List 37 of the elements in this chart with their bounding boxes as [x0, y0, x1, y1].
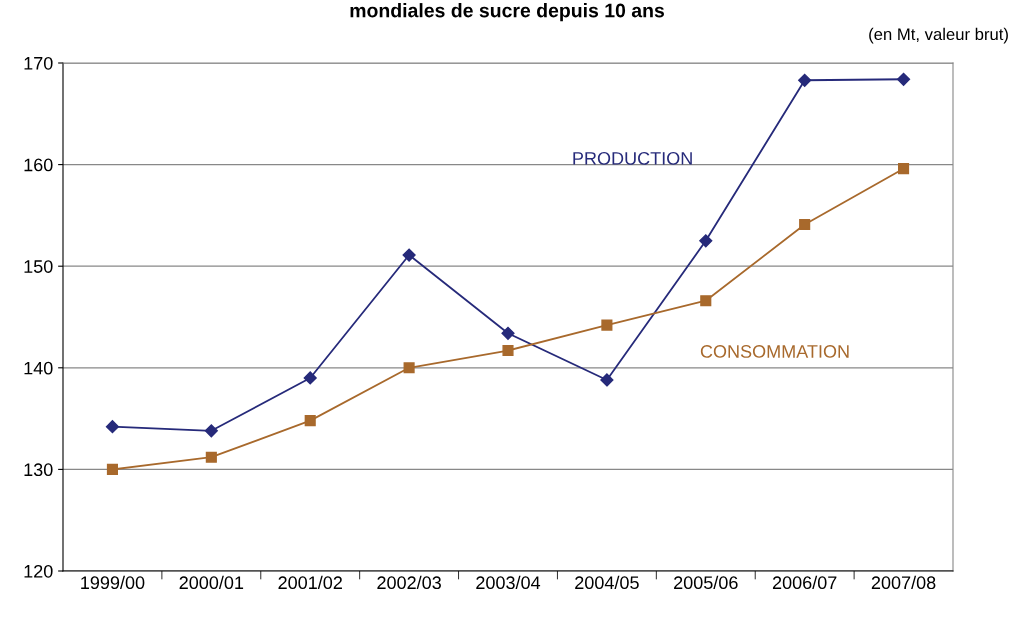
text: PRODUCTION	[573, 151, 692, 165]
point	[798, 73, 812, 87]
y-tick-label: 140	[24, 361, 53, 375]
point	[896, 72, 911, 86]
x-tick-label: 2001/02	[278, 575, 342, 590]
point	[402, 248, 416, 262]
point	[799, 218, 811, 231]
x-tick-label: 2007/08	[871, 575, 936, 590]
point	[303, 371, 317, 385]
point	[700, 295, 712, 307]
point	[600, 373, 614, 387]
x-tick-label: 2003/04	[476, 575, 541, 590]
point	[304, 415, 316, 427]
y-tick-label: 130	[24, 463, 53, 477]
x-tick-label: 2006/07	[772, 575, 837, 590]
x-tick-label: 2004/05	[575, 575, 639, 590]
x-tick-label: 2000/01	[179, 575, 244, 590]
point	[897, 163, 910, 175]
point	[699, 234, 713, 248]
x-tick-label: 1999/00	[81, 575, 145, 590]
chart-title: mondiales de sucre depuis 10 ans	[350, 3, 664, 22]
point	[106, 463, 119, 475]
text: CONSOMMATION	[700, 345, 849, 358]
y-tick-label: 170	[24, 56, 53, 70]
y-tick-label: 160	[24, 158, 53, 172]
point	[501, 326, 515, 340]
point	[205, 451, 217, 463]
point	[502, 344, 514, 357]
x-tick-label: 2005/06	[674, 575, 738, 590]
point	[601, 319, 613, 331]
y-tick-label: 120	[24, 564, 53, 578]
y-tick-label: 150	[24, 260, 53, 273]
point	[403, 362, 415, 374]
x-tick-label: 2002/03	[377, 575, 441, 590]
point	[105, 420, 120, 434]
chart-subtitle: (en Mt, valeur brut)	[869, 27, 1008, 44]
point	[204, 424, 218, 438]
